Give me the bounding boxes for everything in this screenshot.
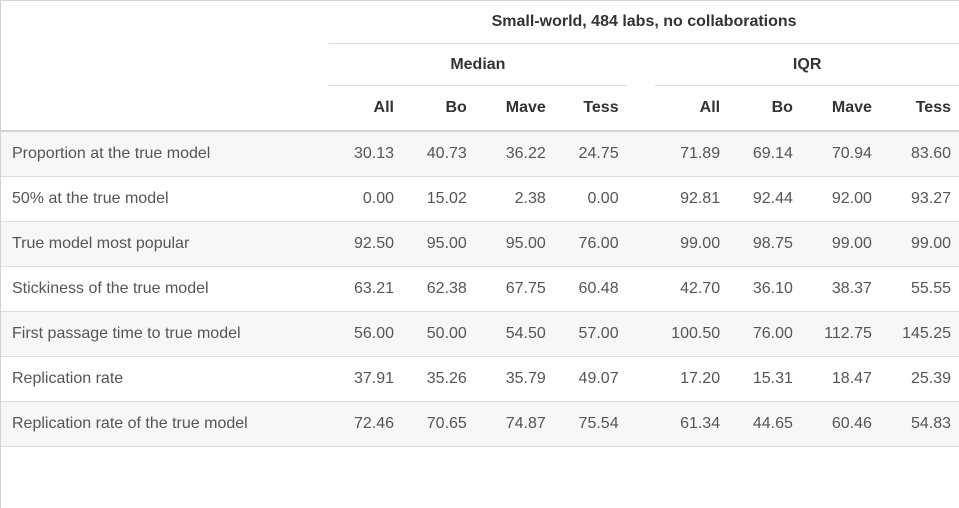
cell-median-tess: 49.07: [553, 356, 627, 402]
cell-gap: [626, 401, 656, 447]
table-row: True model most popular 92.50 95.00 95.0…: [1, 221, 959, 267]
cell-gap: [626, 311, 656, 357]
cell-median-all: 56.00: [329, 311, 402, 357]
table-row: 50% at the true model 0.00 15.02 2.38 0.…: [1, 176, 959, 222]
col-header-gap: [626, 86, 656, 132]
row-label: First passage time to true model: [1, 311, 330, 357]
cell-median-bo: 15.02: [402, 176, 475, 222]
group-gap: [627, 44, 656, 87]
cell-iqr-mave: 38.37: [800, 266, 880, 312]
table-row: Replication rate of the true model 72.46…: [1, 401, 959, 447]
cell-gap: [626, 356, 656, 402]
cell-iqr-all: 61.34: [655, 401, 729, 447]
cell-median-mave: 54.50: [474, 311, 554, 357]
column-header-row: All Bo Mave Tess All Bo Mave Tess: [1, 86, 959, 132]
cell-iqr-tess: 145.25: [879, 311, 959, 357]
cell-median-tess: 76.00: [553, 221, 627, 267]
row-label: Stickiness of the true model: [1, 266, 330, 312]
cell-median-mave: 36.22: [474, 131, 554, 177]
cell-iqr-all: 42.70: [655, 266, 729, 312]
cell-median-mave: 2.38: [474, 176, 554, 222]
cell-median-all: 30.13: [329, 131, 402, 177]
table-row: First passage time to true model 56.00 5…: [1, 311, 959, 357]
col-header-iqr-tess: Tess: [879, 86, 959, 132]
row-label-header: [1, 86, 330, 132]
cell-iqr-mave: 112.75: [800, 311, 880, 357]
cell-median-tess: 0.00: [553, 176, 627, 222]
cell-iqr-bo: 36.10: [728, 266, 801, 312]
row-label: Replication rate: [1, 356, 330, 402]
row-label: Proportion at the true model: [1, 131, 330, 177]
cell-median-mave: 74.87: [474, 401, 554, 447]
cell-median-tess: 75.54: [553, 401, 627, 447]
col-header-median-all: All: [329, 86, 402, 132]
table-row: Stickiness of the true model 63.21 62.38…: [1, 266, 959, 312]
col-header-median-bo: Bo: [402, 86, 475, 132]
group-header-median: Median: [329, 44, 627, 86]
cell-median-all: 0.00: [329, 176, 402, 222]
cell-iqr-mave: 92.00: [800, 176, 880, 222]
cell-iqr-all: 71.89: [655, 131, 729, 177]
row-label: Replication rate of the true model: [1, 401, 330, 447]
cell-median-all: 92.50: [329, 221, 402, 267]
cell-median-tess: 57.00: [553, 311, 627, 357]
cell-iqr-mave: 99.00: [800, 221, 880, 267]
cell-iqr-bo: 76.00: [728, 311, 801, 357]
cell-median-bo: 70.65: [402, 401, 475, 447]
cell-iqr-mave: 60.46: [800, 401, 880, 447]
cell-median-bo: 95.00: [402, 221, 475, 267]
col-header-median-mave: Mave: [474, 86, 554, 132]
cell-gap: [626, 131, 656, 177]
cell-iqr-tess: 25.39: [879, 356, 959, 402]
row-label: True model most popular: [1, 221, 330, 267]
cell-iqr-all: 100.50: [655, 311, 729, 357]
cell-iqr-tess: 83.60: [879, 131, 959, 177]
col-header-iqr-mave: Mave: [800, 86, 880, 132]
cell-iqr-all: 99.00: [655, 221, 729, 267]
cell-median-tess: 24.75: [553, 131, 627, 177]
table-body: Proportion at the true model 30.13 40.73…: [1, 131, 959, 447]
cell-iqr-mave: 18.47: [800, 356, 880, 402]
cell-gap: [626, 221, 656, 267]
col-header-iqr-all: All: [655, 86, 729, 132]
cell-median-bo: 62.38: [402, 266, 475, 312]
cell-iqr-bo: 69.14: [728, 131, 801, 177]
table-title: Small-world, 484 labs, no collaborations: [329, 1, 959, 44]
cell-median-bo: 35.26: [402, 356, 475, 402]
cell-iqr-tess: 93.27: [879, 176, 959, 222]
cell-median-mave: 67.75: [474, 266, 554, 312]
col-header-iqr-bo: Bo: [728, 86, 801, 132]
cell-iqr-tess: 54.83: [879, 401, 959, 447]
cell-iqr-tess: 99.00: [879, 221, 959, 267]
col-header-median-tess: Tess: [553, 86, 627, 132]
blank-corner: [1, 1, 329, 44]
group-row: Median IQR: [1, 44, 959, 87]
cell-iqr-bo: 92.44: [728, 176, 801, 222]
row-label: 50% at the true model: [1, 176, 330, 222]
cell-median-mave: 35.79: [474, 356, 554, 402]
cell-median-all: 72.46: [329, 401, 402, 447]
cell-gap: [626, 266, 656, 312]
cell-iqr-tess: 55.55: [879, 266, 959, 312]
table-row: Proportion at the true model 30.13 40.73…: [1, 131, 959, 177]
table-row: Replication rate 37.91 35.26 35.79 49.07…: [1, 356, 959, 402]
cell-median-all: 37.91: [329, 356, 402, 402]
cell-median-bo: 40.73: [402, 131, 475, 177]
title-row: Small-world, 484 labs, no collaborations: [1, 1, 959, 44]
group-header-iqr: IQR: [655, 44, 959, 86]
cell-median-bo: 50.00: [402, 311, 475, 357]
cell-iqr-bo: 15.31: [728, 356, 801, 402]
cell-iqr-all: 92.81: [655, 176, 729, 222]
cell-gap: [626, 176, 656, 222]
cell-iqr-mave: 70.94: [800, 131, 880, 177]
cell-median-all: 63.21: [329, 266, 402, 312]
results-table: Small-world, 484 labs, no collaborations…: [1, 1, 959, 447]
cell-iqr-bo: 98.75: [728, 221, 801, 267]
cell-iqr-bo: 44.65: [728, 401, 801, 447]
blank-corner-2: [1, 44, 329, 87]
cell-median-tess: 60.48: [553, 266, 627, 312]
cell-iqr-all: 17.20: [655, 356, 729, 402]
cell-median-mave: 95.00: [474, 221, 554, 267]
